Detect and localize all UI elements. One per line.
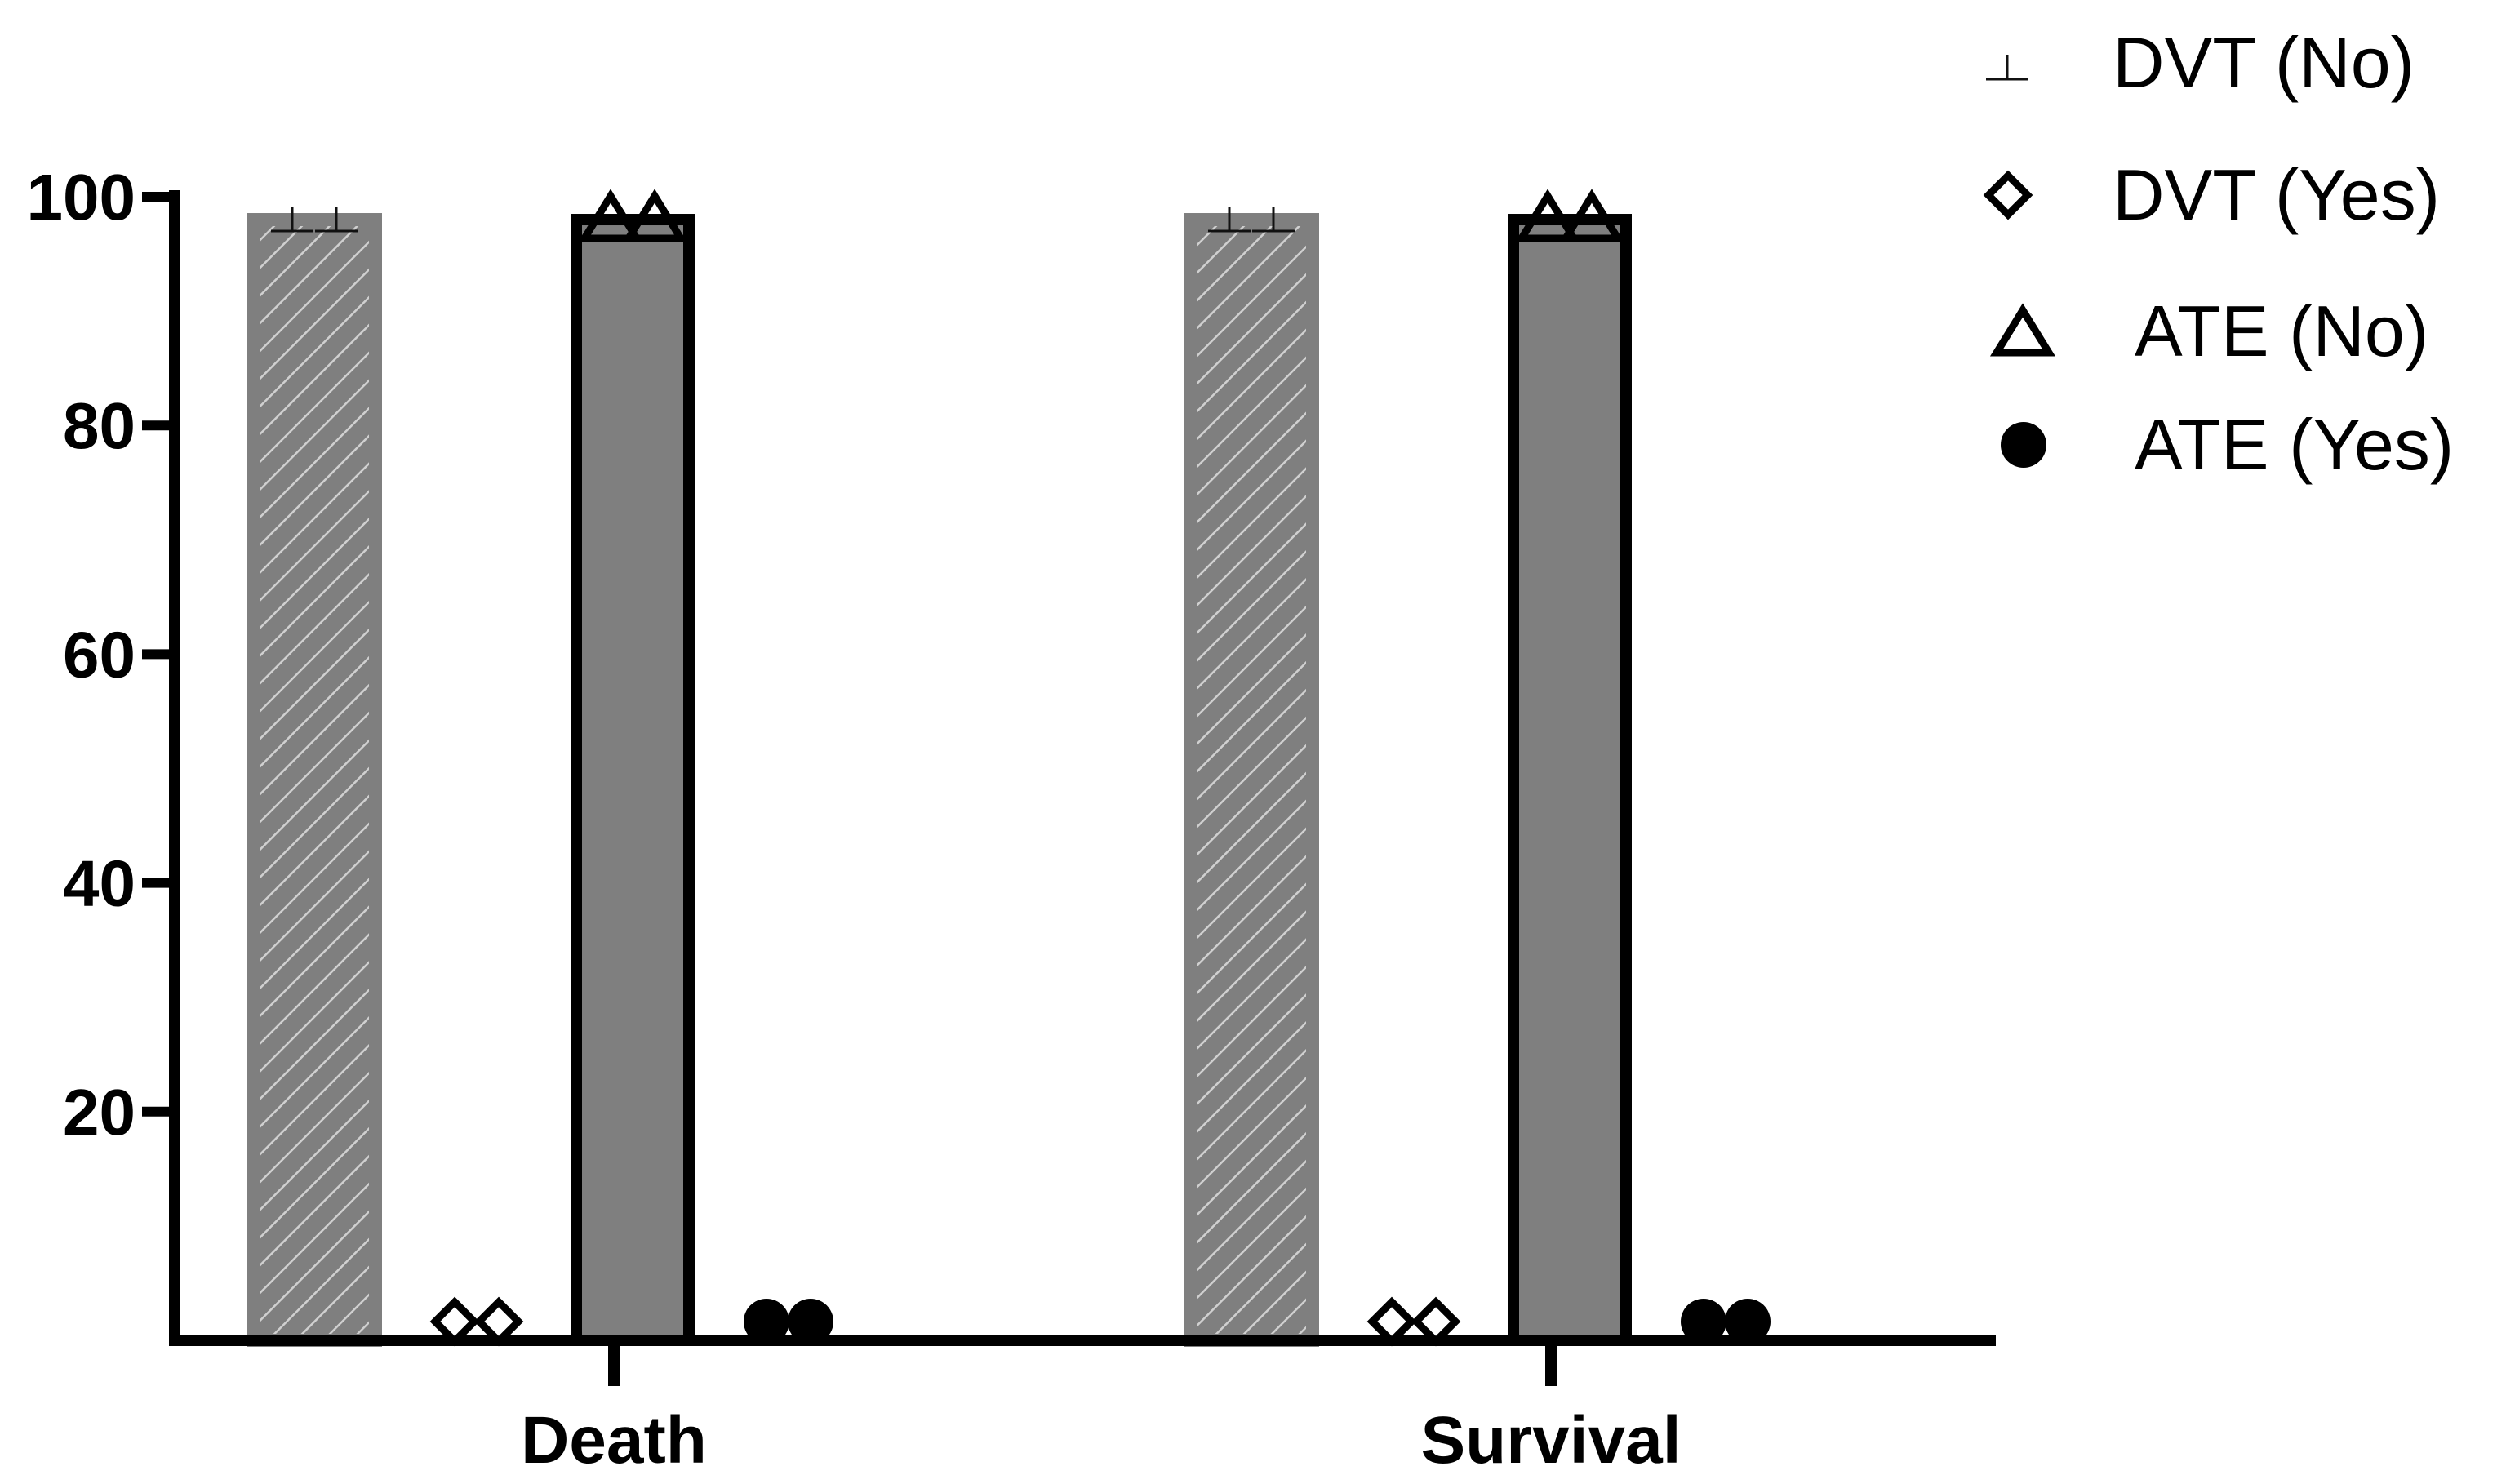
bar bbox=[1184, 213, 1319, 1347]
legend-item: DVT (No) bbox=[1986, 22, 2415, 103]
bar bbox=[1508, 214, 1632, 1346]
x-category-label: Death bbox=[521, 1403, 707, 1477]
data-point bbox=[1208, 207, 1251, 233]
legend-item: DVT (Yes) bbox=[1983, 154, 2440, 235]
y-tick-label: 60 bbox=[63, 618, 136, 691]
data-point bbox=[1411, 1296, 1461, 1347]
legend-label: DVT (Yes) bbox=[2113, 154, 2440, 235]
legend-item: ATE (Yes) bbox=[2001, 404, 2454, 485]
data-point bbox=[473, 1296, 524, 1347]
legend-label: DVT (No) bbox=[2113, 22, 2415, 103]
data-point bbox=[1558, 189, 1625, 242]
y-tick-label: 40 bbox=[63, 847, 136, 920]
data-point bbox=[1725, 1298, 1771, 1344]
legend-label: ATE (Yes) bbox=[2135, 404, 2454, 485]
data-point bbox=[429, 1296, 480, 1347]
data-point bbox=[621, 189, 688, 242]
y-tick-label: 100 bbox=[27, 161, 136, 233]
data-point bbox=[1514, 189, 1581, 242]
legend-item: ATE (No) bbox=[1989, 291, 2428, 371]
data-point bbox=[1681, 1298, 1726, 1344]
data-point bbox=[1252, 207, 1295, 233]
x-category-label: Survival bbox=[1420, 1403, 1681, 1477]
triangle-icon bbox=[1989, 303, 2056, 357]
axes: 20 40 60 80 100 Death Survival bbox=[27, 161, 1996, 1477]
data-point bbox=[1366, 1296, 1417, 1347]
circle-icon bbox=[2001, 422, 2046, 468]
legend: DVT (No) DVT (Yes) ATE (No) ATE (Yes) bbox=[1983, 22, 2454, 485]
legend-label: ATE (No) bbox=[2135, 291, 2428, 371]
y-tick-label: 20 bbox=[63, 1076, 136, 1149]
y-tick-label: 80 bbox=[63, 389, 136, 462]
data-point bbox=[744, 1298, 789, 1344]
data-point bbox=[788, 1298, 833, 1344]
bar bbox=[571, 214, 695, 1346]
diamond-icon bbox=[1983, 170, 2033, 220]
data-point bbox=[577, 189, 644, 242]
bar bbox=[247, 213, 382, 1347]
perp-icon bbox=[1986, 55, 2028, 81]
data-point bbox=[315, 207, 358, 233]
data-point bbox=[271, 207, 313, 233]
